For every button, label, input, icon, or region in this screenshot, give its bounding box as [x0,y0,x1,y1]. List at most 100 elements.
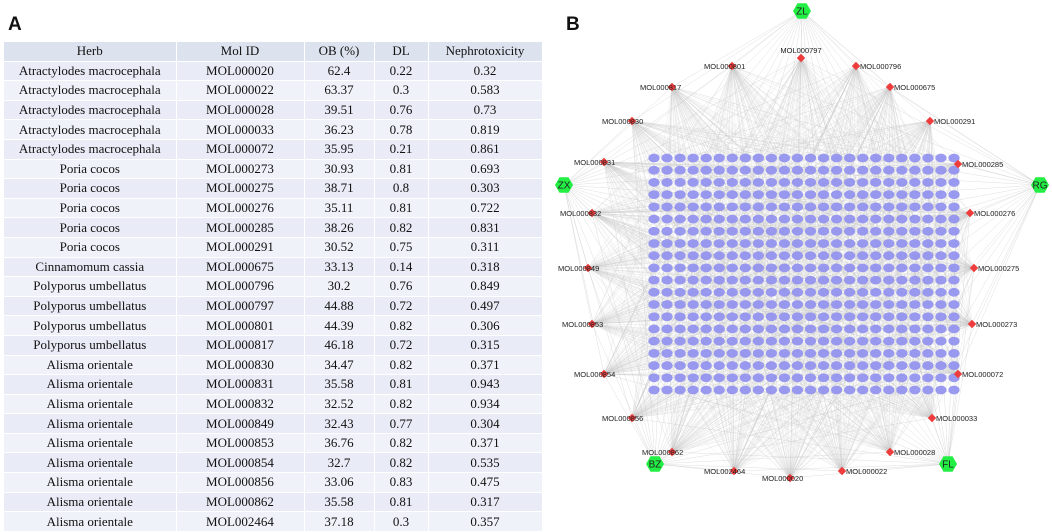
target-node [701,166,712,175]
target-node [896,178,907,187]
target-node [883,251,894,260]
cell-herb: Alisma orientale [4,355,176,375]
target-node [896,263,907,272]
target-node [674,288,685,297]
target-node [818,154,829,163]
target-node [935,190,946,199]
target-node [753,337,764,346]
cell-herb: Alisma orientale [4,433,176,453]
cell-herb: Atractylodes macrocephala [4,120,176,140]
target-node [701,373,712,382]
target-node [648,373,659,382]
cell-mol-id: MOL000797 [176,296,304,316]
target-node [922,202,933,211]
target-node [674,276,685,285]
target-node [661,288,672,297]
target-node [844,263,855,272]
cell-dl: 0.8 [374,179,428,199]
target-node [844,215,855,224]
target-node [818,288,829,297]
target-node [870,178,881,187]
target-node [792,215,803,224]
compound-node-label: MOL000072 [962,370,1003,379]
target-node [870,325,881,334]
target-node [857,263,868,272]
target-node [883,227,894,236]
target-node [896,373,907,382]
target-node [661,190,672,199]
target-node [922,276,933,285]
target-node [766,190,777,199]
cell-nephrotoxicity: 0.317 [428,492,542,512]
target-node [948,227,959,236]
target-node [844,300,855,309]
target-node [792,263,803,272]
target-node [948,190,959,199]
target-node [661,373,672,382]
target-node [779,178,790,187]
target-node [661,361,672,370]
target-node [727,276,738,285]
panel-a-label: A [8,14,22,36]
target-node [805,227,816,236]
target-node [779,300,790,309]
target-node [870,312,881,321]
target-node [896,288,907,297]
target-node [948,312,959,321]
target-node [701,300,712,309]
target-node [805,154,816,163]
target-node [883,349,894,358]
target-node [831,190,842,199]
target-node [688,166,699,175]
target-node [883,166,894,175]
target-node [740,325,751,334]
target-node [753,215,764,224]
target-node [779,263,790,272]
target-node [648,154,659,163]
header-dl: DL [374,42,428,61]
target-node [727,154,738,163]
herb-node-label: RG [1033,181,1048,192]
target-node [922,190,933,199]
target-node [701,251,712,260]
target-node [805,300,816,309]
cell-ob: 35.95 [304,139,374,159]
target-node [648,288,659,297]
cell-herb: Alisma orientale [4,492,176,512]
target-node [909,239,920,248]
target-node [766,239,777,248]
cell-herb: Polyporus umbellatus [4,316,176,336]
target-node [896,202,907,211]
target-node [688,312,699,321]
target-node [805,190,816,199]
cell-ob: 46.18 [304,335,374,355]
target-node [688,178,699,187]
target-node [648,361,659,370]
cell-nephrotoxicity: 0.475 [428,473,542,493]
target-node [922,337,933,346]
target-node [805,251,816,260]
cell-nephrotoxicity: 0.303 [428,179,542,199]
target-node [870,251,881,260]
target-node [831,325,842,334]
target-node [844,166,855,175]
target-node [766,154,777,163]
cell-ob: 62.4 [304,61,374,81]
target-node [935,337,946,346]
target-node [779,166,790,175]
target-node [727,202,738,211]
target-node [857,349,868,358]
target-node [688,154,699,163]
target-node [818,190,829,199]
target-node [922,386,933,395]
target-node [909,349,920,358]
target-node [766,215,777,224]
target-node [766,361,777,370]
target-node [896,166,907,175]
target-node [935,325,946,334]
target-node [714,227,725,236]
